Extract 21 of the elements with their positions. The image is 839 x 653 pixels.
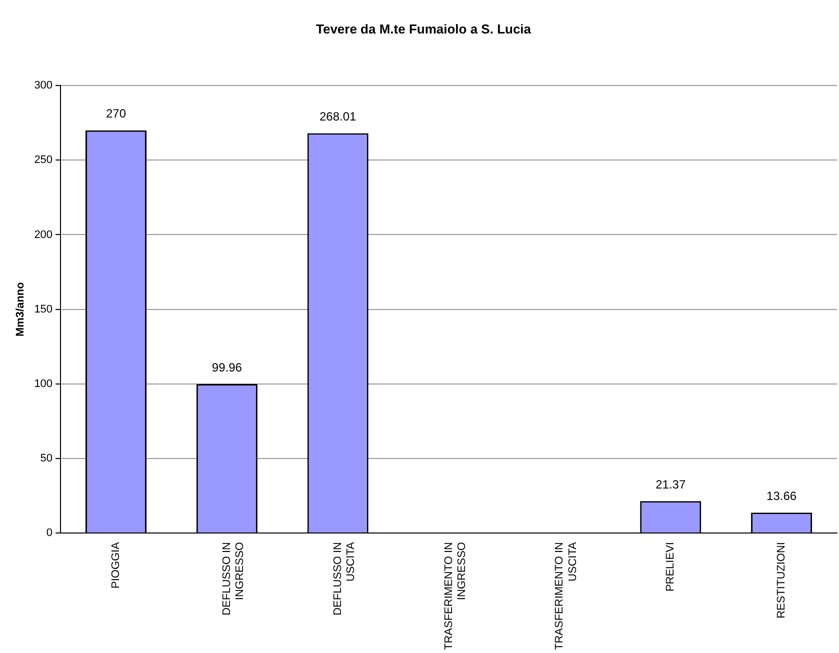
y-tick-label: 250 (34, 154, 53, 166)
data-label: 21.37 (656, 477, 686, 492)
x-tick-label: TRASFERIMENTO IN INGRESSO (442, 542, 468, 650)
x-tick-label: PRELIEVI (664, 542, 677, 592)
y-tick-label: 300 (34, 80, 53, 92)
y-tick-label: 100 (34, 378, 53, 390)
x-tick-label: PIOGGIA (110, 541, 122, 588)
chart-title: Tevere da M.te Fumaiolo a S. Lucia (316, 21, 532, 36)
data-label: 99.96 (212, 360, 242, 374)
x-tick-label: TRASFERIMENTO IN USCITA (554, 541, 579, 650)
y-tick-label: 150 (34, 303, 53, 316)
x-tick-label: DEFLUSSO IN INGRESSO (220, 542, 246, 616)
data-label: 270 (106, 106, 126, 121)
y-tick-label: 200 (34, 228, 53, 241)
y-tick-label: 50 (40, 452, 53, 464)
data-label: 13.66 (766, 488, 797, 503)
y-tick-label: 0 (46, 527, 53, 540)
x-tick-label: DEFLUSSO IN USCITA (332, 541, 358, 616)
y-axis-title: Mm3/anno (14, 282, 27, 337)
x-tick-label: RESTITUZIONI (776, 542, 788, 618)
data-label: 268.01 (320, 110, 357, 124)
